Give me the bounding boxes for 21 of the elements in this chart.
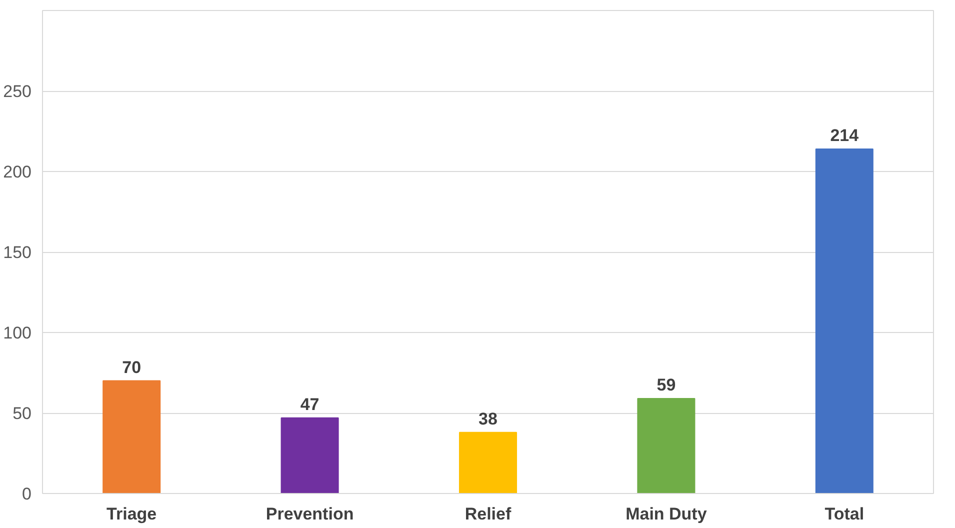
y-tick-label: 150 [3,243,32,262]
y-tick-label: 200 [3,162,32,182]
data-label: 47 [300,394,320,414]
y-tick-label: 250 [3,82,32,101]
bar [458,432,518,494]
x-tick-label: Relief [464,504,512,524]
y-tick-label: 0 [22,484,32,504]
data-label: 70 [122,358,142,377]
bar [637,398,696,494]
bar [815,148,874,494]
data-label: 59 [656,376,676,395]
x-tick-label: Main Duty [626,504,708,524]
y-tick-label: 50 [12,404,32,423]
bar [102,380,161,494]
x-tick-label: Total [824,504,864,524]
data-label: 214 [830,126,860,145]
x-tick-label: Prevention [266,504,354,524]
bar [280,417,339,494]
y-tick-label: 100 [3,324,32,342]
data-label: 38 [478,409,498,428]
x-tick-label: Triage [106,504,157,524]
